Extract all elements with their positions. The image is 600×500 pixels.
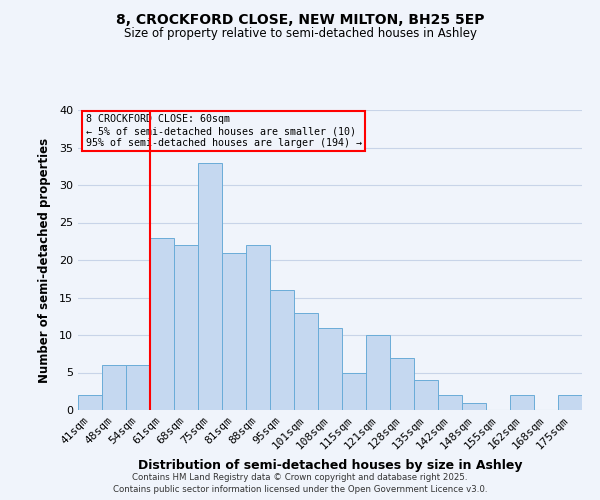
Text: 8, CROCKFORD CLOSE, NEW MILTON, BH25 5EP: 8, CROCKFORD CLOSE, NEW MILTON, BH25 5EP — [116, 12, 484, 26]
Bar — [222, 252, 246, 410]
Bar — [102, 365, 126, 410]
Text: 8 CROCKFORD CLOSE: 60sqm
← 5% of semi-detached houses are smaller (10)
95% of se: 8 CROCKFORD CLOSE: 60sqm ← 5% of semi-de… — [86, 114, 362, 148]
Bar — [462, 402, 486, 410]
Bar — [126, 365, 150, 410]
Y-axis label: Number of semi-detached properties: Number of semi-detached properties — [38, 138, 50, 382]
Bar — [150, 238, 174, 410]
Bar — [390, 358, 414, 410]
Bar — [318, 328, 342, 410]
Bar — [294, 312, 318, 410]
Bar — [558, 395, 582, 410]
Bar — [174, 245, 198, 410]
X-axis label: Distribution of semi-detached houses by size in Ashley: Distribution of semi-detached houses by … — [138, 459, 522, 472]
Bar — [438, 395, 462, 410]
Bar — [510, 395, 534, 410]
Bar — [246, 245, 270, 410]
Bar — [198, 162, 222, 410]
Bar — [414, 380, 438, 410]
Bar — [342, 372, 366, 410]
Bar — [270, 290, 294, 410]
Bar — [366, 335, 390, 410]
Text: Size of property relative to semi-detached houses in Ashley: Size of property relative to semi-detach… — [124, 28, 476, 40]
Bar — [78, 395, 102, 410]
Text: Contains HM Land Registry data © Crown copyright and database right 2025.: Contains HM Land Registry data © Crown c… — [132, 472, 468, 482]
Text: Contains public sector information licensed under the Open Government Licence v3: Contains public sector information licen… — [113, 485, 487, 494]
